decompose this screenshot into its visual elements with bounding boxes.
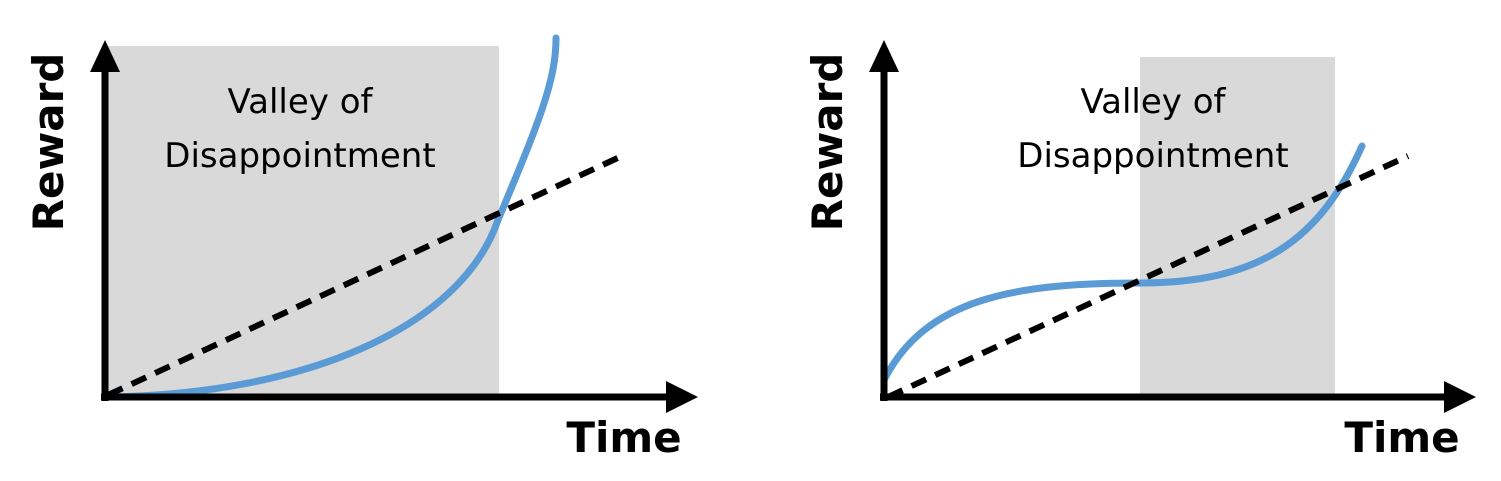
- right-panel: Valley of Disappointment Reward Time: [803, 40, 1476, 462]
- right-y-axis-label: Reward: [803, 53, 852, 232]
- left-x-axis-arrow: [666, 381, 698, 413]
- left-y-axis-label: Reward: [24, 53, 73, 232]
- left-y-axis-arrow: [90, 40, 120, 72]
- left-x-axis-label: Time: [566, 413, 681, 462]
- left-trend-line: [106, 152, 626, 398]
- left-region-label-line2: Disappointment: [164, 136, 435, 176]
- right-region-label-line2: Disappointment: [1017, 136, 1288, 176]
- left-growth-curve: [101, 34, 560, 401]
- right-region-label-line1: Valley of: [1081, 82, 1227, 122]
- left-valley-region: [105, 46, 499, 397]
- right-x-axis-arrow: [1444, 381, 1476, 413]
- left-panel: Valley of Disappointment Reward Time: [24, 34, 698, 462]
- right-valley-region: [1140, 57, 1335, 397]
- right-trend-line: [886, 153, 1410, 400]
- right-x-axis-label: Time: [1344, 413, 1459, 462]
- right-s-curve: [880, 142, 1366, 384]
- right-y-axis-arrow: [869, 40, 899, 72]
- left-region-label-line1: Valley of: [228, 82, 374, 122]
